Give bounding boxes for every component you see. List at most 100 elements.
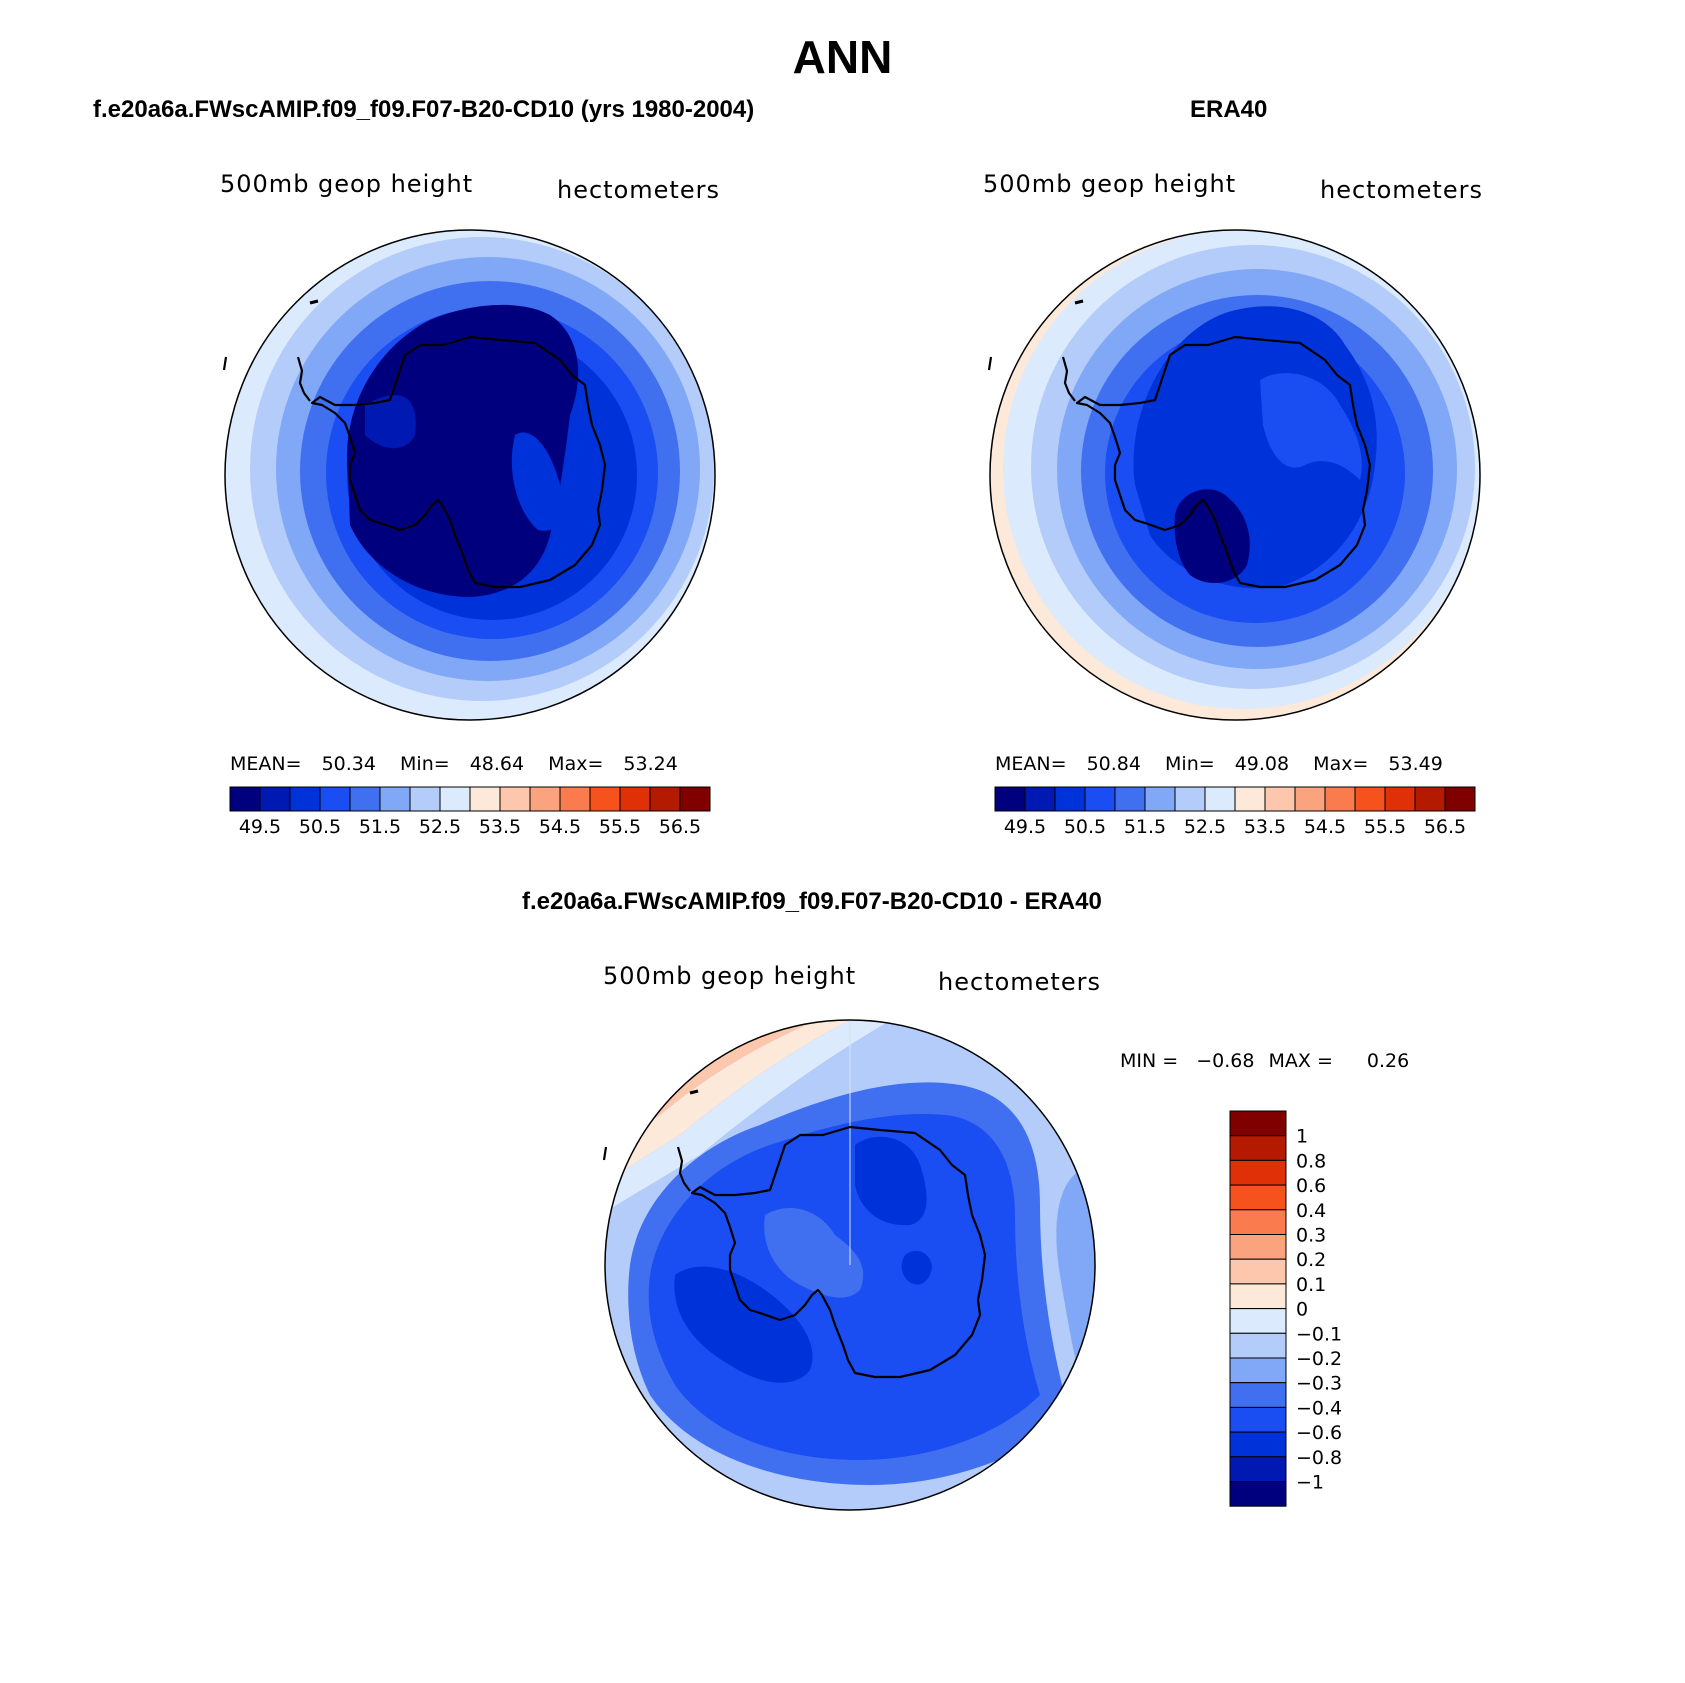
panel3-colorbar-box [1229, 1357, 1287, 1384]
panel3-band [764, 1207, 864, 1298]
panel1-colorbar-box [379, 786, 411, 812]
panel3-colorbar-box [1229, 1332, 1287, 1359]
panel1-colorbar-box [289, 786, 321, 812]
panel1-title: f.e20a6a.FWscAMIP.f09_f09.F07-B20-CD10 (… [93, 96, 755, 123]
panel2-stats: MEAN= 50.84 Min= 49.08 Max= 53.49 [995, 753, 1475, 775]
panel1-colorbar-box [439, 786, 471, 812]
panel3-map-border [604, 1019, 1096, 1511]
panel2-colorbar-box [1234, 786, 1266, 812]
panel1-colorbar-box [649, 786, 681, 812]
panel1-band [511, 432, 564, 531]
panel1-mean-label: MEAN= [230, 753, 302, 775]
panel2-colorbar-box [1054, 786, 1086, 812]
panel2-map-border [989, 229, 1481, 721]
panel3-colorbar-label: 0.4 [1296, 1200, 1326, 1222]
panel1-max: 53.24 [623, 753, 678, 775]
panel2-colorbar-label: 51.5 [1124, 816, 1166, 838]
panel1-band [365, 395, 416, 449]
panel2-colorbar: 49.5 50.5 51.5 52.5 53.5 54.5 55.5 56.5 [994, 786, 1476, 838]
panel3-map [602, 1019, 1096, 1511]
panel2-title: ERA40 [1190, 96, 1268, 123]
figure-title: ANN [792, 31, 893, 83]
panel1-colorbar-label: 53.5 [479, 816, 521, 838]
panel2-colorbar-box [1174, 786, 1206, 812]
panel2-map [987, 229, 1481, 721]
panel3-colorbar-box [1229, 1135, 1287, 1161]
panel1-colorbar-box [559, 786, 591, 812]
panel3-colorbar-label: −0.4 [1296, 1397, 1342, 1419]
panel2-colorbar-box [1144, 786, 1176, 812]
panel1-map [222, 229, 716, 721]
panel1-variable-label: 500mb geop height [220, 170, 474, 198]
panel3-max-label: MAX = [1268, 1050, 1333, 1072]
panel3-colorbar-box [1229, 1234, 1287, 1260]
panel3-colorbar-box [1229, 1456, 1287, 1482]
panel3-colorbar-label: 1 [1296, 1126, 1308, 1148]
panel3-colorbar-label: 0.8 [1296, 1150, 1326, 1172]
panel2-colorbar-label: 52.5 [1184, 816, 1226, 838]
panel1-antarctica-coastline [310, 335, 607, 589]
panel1-colorbar-box [409, 786, 441, 812]
panel2-colorbar-label: 54.5 [1304, 816, 1346, 838]
panel3-band [605, 1020, 860, 1185]
panel2-colorbar-box [1414, 786, 1446, 812]
panel3-island [689, 1089, 699, 1095]
panel1-colorbar-label: 56.5 [659, 816, 701, 838]
panel1-colorbar-box [319, 786, 351, 812]
panel1-colorbar-label: 49.5 [239, 816, 281, 838]
panel3-colorbar-label: 0.6 [1296, 1175, 1326, 1197]
panel1-min-label: Min= [400, 753, 450, 775]
panel2-antarctica-coastline [1075, 335, 1372, 589]
panel3-colorbar-box [1229, 1258, 1287, 1285]
panel1-band [346, 304, 579, 597]
panel1-colorbar-box [469, 786, 501, 812]
panel1-max-label: Max= [548, 753, 604, 775]
panel2-colorbar-box [1384, 786, 1416, 812]
panel3-band [605, 1020, 900, 1215]
panel1-units-label: hectometers [557, 176, 720, 204]
panel2-colorbar-box [1354, 786, 1386, 812]
panel2-colorbar-box [994, 786, 1026, 812]
panel3-colorbar-label: −0.3 [1296, 1373, 1342, 1395]
panel1-colorbar-box [679, 786, 711, 812]
panel3-peninsula-coastline [676, 1146, 691, 1192]
panel1-island [309, 299, 319, 305]
panel1-colorbar-label: 52.5 [419, 816, 461, 838]
panel2-colorbar-label: 56.5 [1424, 816, 1466, 838]
panel1-peninsula-coastline [296, 356, 311, 402]
panel3-colorbar-label: 0.2 [1296, 1249, 1326, 1271]
panel3-colorbar-box [1229, 1431, 1287, 1458]
panel3-colorbar-label: 0.1 [1296, 1274, 1326, 1296]
panel1-colorbar: 49.5 50.5 51.5 52.5 53.5 54.5 55.5 56.5 [229, 786, 711, 838]
panel2-colorbar-label: 55.5 [1364, 816, 1406, 838]
panel3-title: f.e20a6a.FWscAMIP.f09_f09.F07-B20-CD10 -… [522, 888, 1102, 915]
panel3-colorbar-box [1229, 1209, 1287, 1236]
panel2-colorbar-box [1024, 786, 1056, 812]
panel2-colorbar-box [1204, 786, 1236, 812]
panel3-colorbar-label: −0.8 [1296, 1447, 1342, 1469]
panel1-min: 48.64 [469, 753, 525, 775]
panel2-min-label: Min= [1165, 753, 1215, 775]
panel3-island [602, 1146, 608, 1161]
panel3-variable-label: 500mb geop height [603, 962, 857, 990]
panel3-stats: MIN = −0.68 MAX = 0.26 [1120, 1050, 1409, 1072]
panel1-colorbar-box [499, 786, 531, 812]
panel3-band [901, 1251, 932, 1285]
panel3-colorbar-box [1229, 1308, 1287, 1334]
panel2-max: 53.49 [1388, 753, 1443, 775]
panel3-antarctica-coastline [690, 1125, 987, 1379]
panel1-stats: MEAN= 50.34 Min= 48.64 Max= 53.24 [230, 753, 710, 775]
panel2-band [1174, 489, 1250, 584]
panel3-colorbar-label: −0.6 [1296, 1422, 1342, 1444]
panel1-colorbar-box [529, 786, 561, 812]
panel2-colorbar-label: 49.5 [1004, 816, 1046, 838]
panel2-colorbar-box [1264, 786, 1296, 812]
panel1-island [222, 356, 228, 371]
panel2-max-label: Max= [1313, 753, 1369, 775]
panel2-colorbar-box [1114, 786, 1146, 812]
panel1-colorbar-label: 54.5 [539, 816, 581, 838]
panel1-colorbar-box [349, 786, 381, 812]
panel3-colorbar-box [1229, 1184, 1287, 1211]
panel1-colorbar-box [619, 786, 651, 812]
panel3-colorbar-box [1229, 1406, 1287, 1433]
